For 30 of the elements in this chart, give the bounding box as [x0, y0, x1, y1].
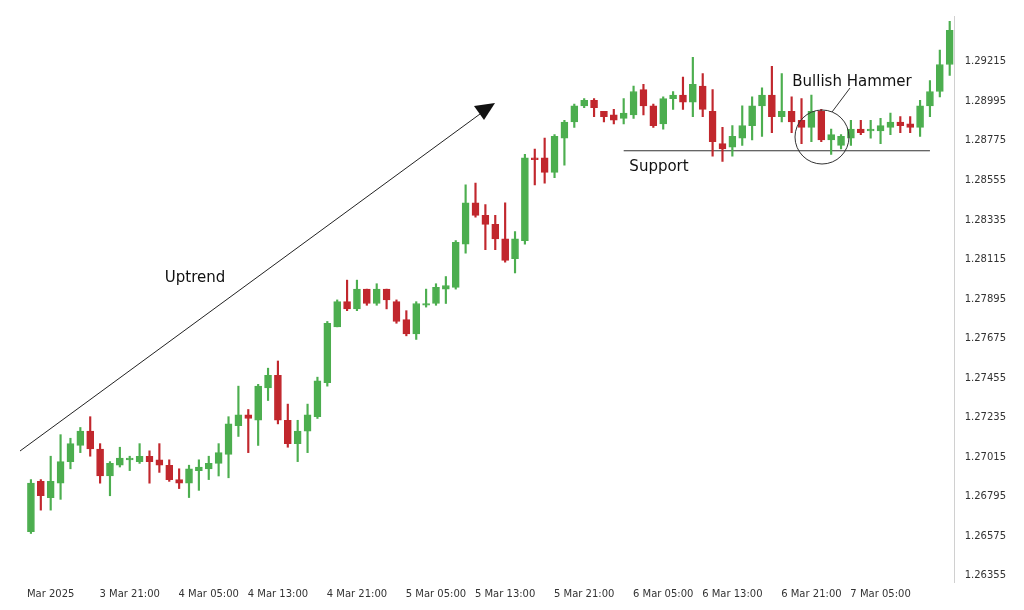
y-tick-label: 1.27455 — [964, 371, 1007, 383]
y-tick-label: 1.27235 — [964, 411, 1007, 423]
y-tick-label: 1.28115 — [964, 253, 1007, 265]
y-tick-label: 1.29215 — [964, 55, 1007, 67]
x-tick-label: 7 Mar 05:00 — [850, 587, 911, 599]
y-tick-label: 1.28775 — [964, 134, 1007, 146]
x-tick-label: 6 Mar 13:00 — [702, 587, 763, 599]
x-tick-label: 4 Mar 21:00 — [326, 587, 388, 599]
y-tick-label: 1.26355 — [964, 569, 1007, 581]
annotation: Bullish Hammer — [792, 71, 913, 90]
x-tick-label: 3 Mar 21:00 — [99, 587, 160, 599]
x-tick-label: 5 Mar 05:00 — [405, 587, 467, 599]
x-tick-label: 4 Mar 05:00 — [178, 587, 239, 599]
annotation: Uptrend — [164, 267, 226, 286]
x-tick-label: Mar 2025 — [26, 587, 75, 599]
y-tick-label: 1.26575 — [964, 529, 1007, 541]
x-tick-label: 5 Mar 21:00 — [553, 587, 615, 599]
x-tick-label: 6 Mar 05:00 — [633, 587, 694, 599]
y-tick-label: 1.27015 — [964, 450, 1007, 462]
y-tick-label: 1.27675 — [964, 332, 1007, 344]
x-tick-label: 4 Mar 13:00 — [247, 587, 309, 599]
y-tick-label: 1.28995 — [964, 94, 1007, 106]
y-tick-label: 1.27895 — [964, 292, 1007, 304]
annotation: Support — [629, 156, 689, 175]
x-tick-label: 6 Mar 21:00 — [781, 587, 842, 599]
candlestick — [56, 434, 65, 500]
y-tick-label: 1.26795 — [964, 490, 1007, 502]
y-tick-label: 1.28335 — [964, 213, 1007, 225]
x-tick-label: 5 Mar 13:00 — [474, 587, 536, 599]
y-tick-label: 1.28555 — [964, 174, 1007, 185]
